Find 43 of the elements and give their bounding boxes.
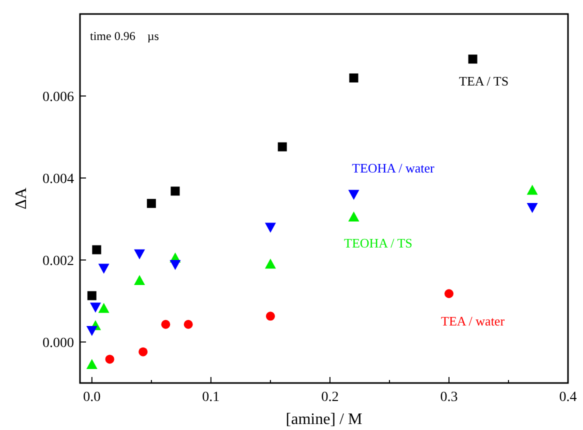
series-label: TEOHA / water — [352, 160, 435, 176]
series-label: TEOHA / TS — [344, 236, 412, 251]
point — [348, 190, 360, 200]
point — [92, 245, 102, 254]
point — [349, 73, 358, 82]
point — [184, 320, 193, 329]
x-tick-label: 0.3 — [440, 390, 458, 405]
point — [170, 260, 181, 270]
point — [278, 142, 287, 152]
point — [146, 198, 156, 208]
point — [87, 291, 96, 300]
y-tick-label: 0.004 — [42, 172, 74, 187]
point — [134, 275, 146, 285]
x-tick-label: 0.2 — [321, 390, 339, 405]
series-label: TEA / TS — [459, 74, 509, 89]
point — [98, 302, 110, 313]
point — [98, 264, 110, 274]
point — [161, 320, 170, 329]
series-label: TEA / water — [441, 314, 506, 329]
point — [266, 312, 275, 321]
point — [348, 211, 360, 222]
y-tick-label: 0.006 — [42, 90, 74, 105]
point — [170, 186, 180, 196]
x-axis-title: [amine] / M — [286, 411, 362, 428]
point — [134, 249, 146, 260]
point — [526, 203, 538, 214]
point — [526, 184, 538, 195]
y-axis-title: ΔA — [13, 187, 30, 210]
x-tick-label: 0.4 — [559, 390, 577, 405]
y-tick-label: 0.002 — [42, 254, 74, 269]
point — [138, 347, 148, 356]
point — [264, 258, 276, 269]
point — [444, 289, 454, 298]
y-tick-label: 0.000 — [42, 336, 74, 351]
point — [105, 354, 114, 364]
x-tick-label: 0.0 — [83, 390, 101, 405]
point — [264, 222, 276, 233]
point — [86, 326, 98, 336]
annotation: time 0.96 µs — [90, 29, 160, 43]
point — [86, 359, 98, 370]
point — [468, 54, 478, 64]
x-tick-label: 0.1 — [202, 390, 220, 405]
point — [90, 302, 101, 313]
